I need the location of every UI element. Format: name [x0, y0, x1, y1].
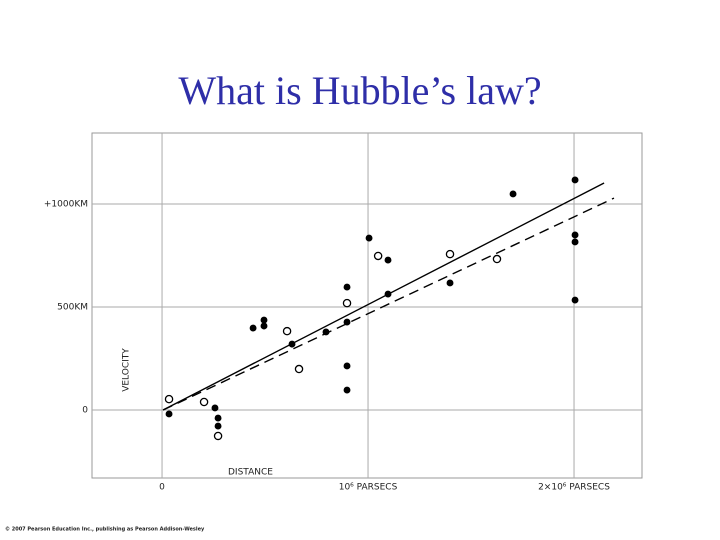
y-tick-label: 0 [82, 406, 88, 416]
filled-point [571, 296, 579, 304]
filled-point [260, 316, 268, 324]
filled-point [509, 190, 517, 198]
fit-line [162, 182, 605, 411]
y-axis-label: VELOCITY [122, 348, 132, 392]
x-tick-label: 0 [159, 483, 165, 493]
filled-point [214, 414, 222, 422]
filled-point [384, 290, 392, 298]
open-point [199, 397, 209, 407]
filled-point [249, 324, 257, 332]
filled-point [211, 404, 219, 412]
slide-title: What is Hubble’s law? [178, 68, 541, 113]
filled-point [384, 256, 392, 264]
x-tick-label: 10⁶ PARSECS [339, 483, 398, 493]
filled-point [165, 410, 173, 418]
fit-line [162, 197, 615, 411]
y-tick-label: 500KM [57, 303, 88, 313]
open-point [213, 431, 223, 441]
open-point [342, 298, 352, 308]
filled-point [343, 386, 351, 394]
plot-frame [91, 132, 643, 479]
filled-point [571, 238, 579, 246]
open-point [492, 254, 502, 264]
filled-point [260, 322, 268, 330]
x-tick-label: 2×10⁶ PARSECS [538, 483, 610, 493]
filled-point [214, 422, 222, 430]
filled-point [322, 328, 330, 336]
filled-point [365, 234, 373, 242]
filled-point [288, 340, 296, 348]
x-axis-label: DISTANCE [228, 468, 273, 478]
y-tick-label: +1000KM [44, 200, 88, 210]
filled-point [571, 231, 579, 239]
filled-point [343, 318, 351, 326]
open-point [282, 326, 292, 336]
filled-point [343, 283, 351, 291]
open-point [445, 249, 455, 259]
open-point [164, 394, 174, 404]
open-point [294, 364, 304, 374]
open-point [373, 251, 383, 261]
filled-point [343, 362, 351, 370]
footer: © 2007 Pearson Education Inc., publishin… [5, 527, 205, 533]
filled-point [571, 176, 579, 184]
filled-point [446, 279, 454, 287]
